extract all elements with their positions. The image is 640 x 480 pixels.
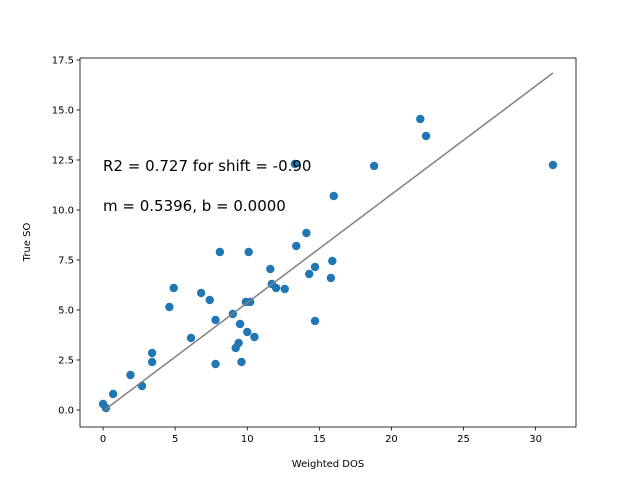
data-point: [244, 247, 253, 257]
data-point: [416, 114, 425, 124]
annotation-fit-params: m = 0.5396, b = 0.0000: [103, 197, 286, 215]
x-tick-label: 20: [385, 434, 398, 445]
data-point: [250, 332, 259, 342]
x-tick-label: 25: [457, 434, 470, 445]
data-point: [147, 357, 157, 367]
data-point: [328, 256, 337, 266]
x-tick-label: 10: [241, 434, 254, 445]
data-point: [329, 191, 338, 201]
data-point: [165, 302, 174, 312]
data-point: [310, 262, 320, 272]
y-tick-label: 10.0: [52, 206, 74, 217]
data-point: [196, 288, 206, 298]
plot-area: 0 5 10 15 20 25 30 0.0 2.5 5.0 7.5 10.0 12.5 15.0 17.5: [52, 56, 577, 445]
data-point: [271, 283, 281, 293]
data-point: [186, 333, 196, 343]
x-tick-label: 0: [100, 434, 106, 445]
data-point: [137, 381, 147, 391]
x-tick-label: 5: [172, 434, 178, 445]
data-point: [305, 269, 314, 279]
data-point: [548, 160, 558, 170]
data-point: [108, 389, 118, 399]
plot-frame: [79, 57, 577, 428]
data-point: [169, 283, 178, 293]
data-point: [234, 338, 243, 348]
y-tick-label: 12.5: [52, 156, 74, 167]
data-point: [205, 295, 214, 305]
data-point: [310, 316, 320, 326]
y-tick-label: 15.0: [52, 106, 74, 117]
data-point: [292, 241, 301, 251]
y-tick-label: 0.0: [58, 406, 74, 417]
data-point: [237, 357, 246, 367]
data-point: [266, 264, 275, 274]
y-axis-label: True SO: [22, 223, 33, 263]
data-point: [235, 319, 245, 329]
data-point: [211, 315, 220, 325]
data-point: [126, 370, 135, 380]
x-axis-label: Weighted DOS: [292, 459, 364, 470]
fit-line: [104, 72, 554, 411]
y-tick-label: 2.5: [58, 356, 74, 367]
y-tick-label: 7.5: [58, 256, 74, 267]
data-point: [369, 161, 379, 171]
annotation-r2: R2 = 0.727 for shift = -0.90: [103, 157, 311, 175]
data-point: [147, 348, 157, 358]
data-point: [326, 273, 336, 283]
data-point: [211, 359, 220, 369]
data-point: [421, 131, 431, 141]
x-tick-label: 15: [313, 434, 326, 445]
data-point: [280, 284, 289, 294]
y-tick-label: 5.0: [58, 306, 74, 317]
data-point: [215, 247, 225, 257]
data-point: [302, 228, 311, 238]
y-tick-label: 17.5: [52, 56, 74, 67]
x-tick-label: 30: [529, 434, 542, 445]
data-point: [290, 159, 300, 169]
data-point: [243, 327, 252, 337]
